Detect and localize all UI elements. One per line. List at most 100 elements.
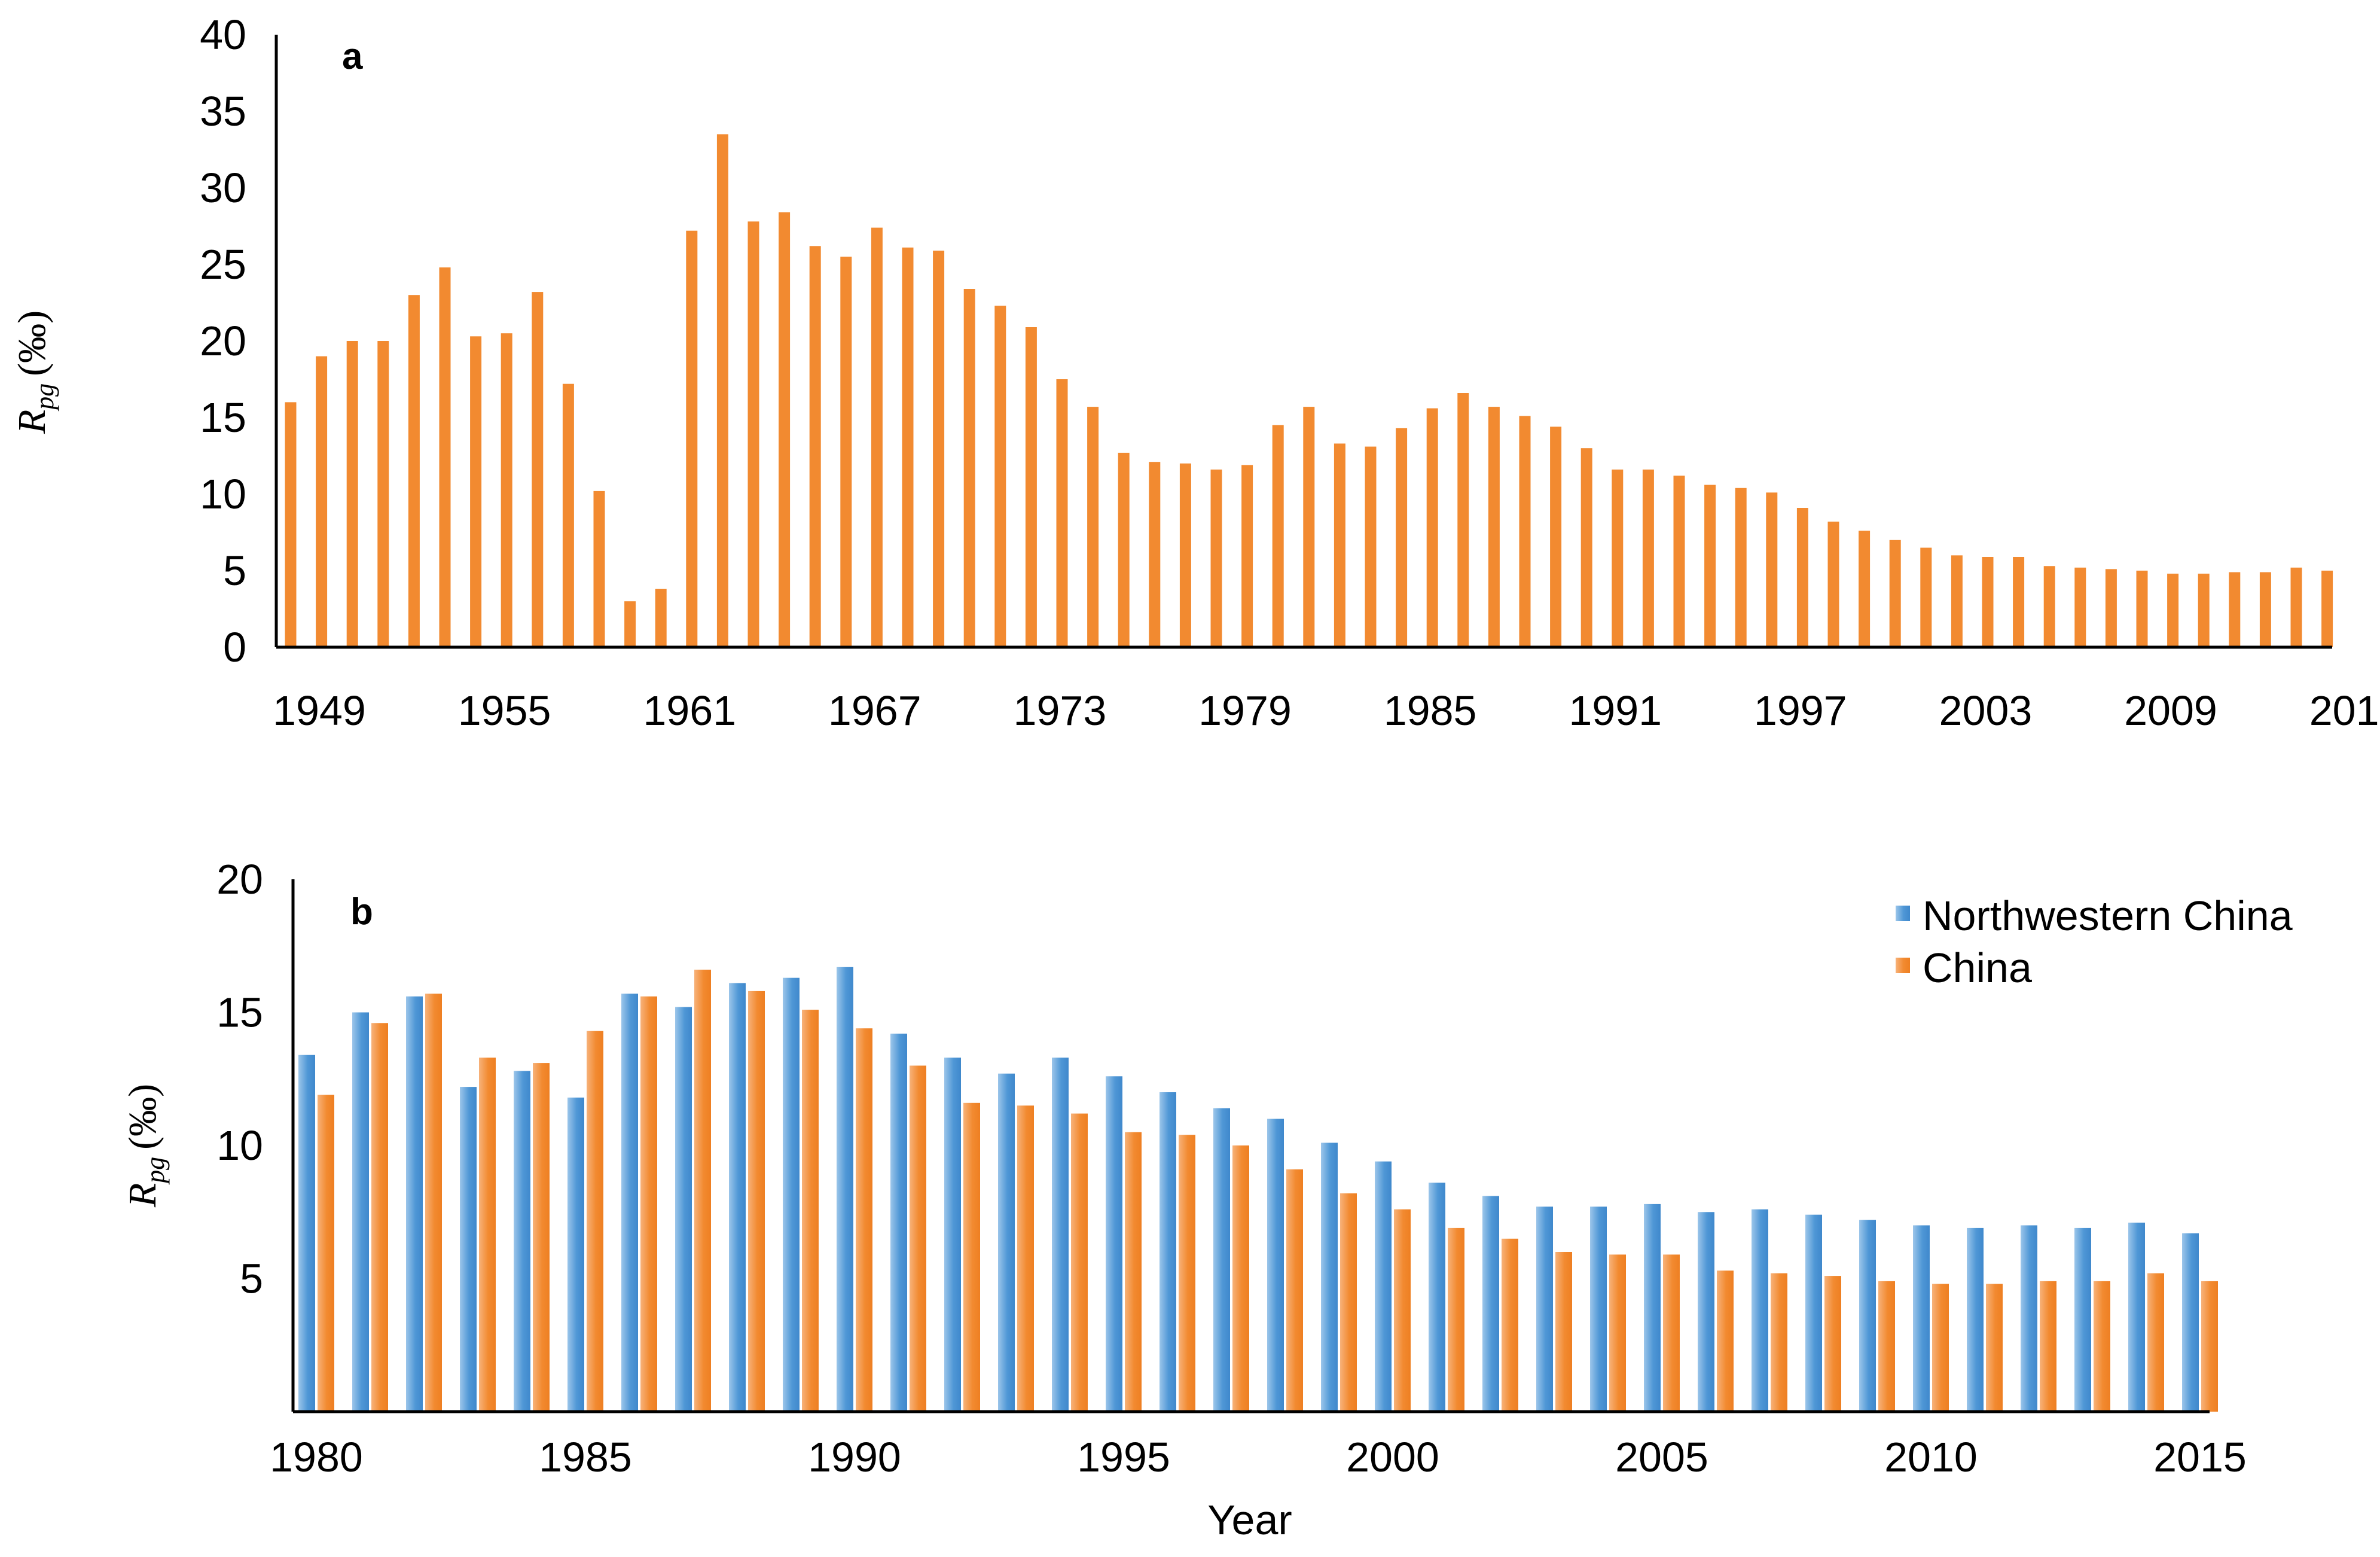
legend-label-northwestern-china: Northwestern China bbox=[1923, 892, 2293, 939]
bar-china-1998 bbox=[1796, 508, 1808, 647]
y-axis-title-sub: pg bbox=[141, 1157, 170, 1185]
bar-china-1949 bbox=[285, 402, 297, 647]
bar-china-1951 bbox=[346, 341, 358, 647]
bar-china-1968 bbox=[871, 227, 883, 648]
x-tick-label: 1995 bbox=[1077, 1434, 1170, 1480]
x-tick-label: 2015 bbox=[2153, 1434, 2247, 1480]
bar-northwestern-china-2000 bbox=[1375, 1161, 1392, 1412]
bar-china-1955 bbox=[470, 336, 482, 647]
bar-china-2015 bbox=[2201, 1281, 2218, 1412]
bar-china-2000 bbox=[1859, 531, 1871, 647]
bar-northwestern-china-2012 bbox=[2021, 1225, 2037, 1412]
x-tick-label: 1980 bbox=[270, 1434, 363, 1480]
x-tick-label: 1985 bbox=[1384, 687, 1477, 734]
bar-china-2015 bbox=[2321, 571, 2333, 647]
bar-northwestern-china-1996 bbox=[1160, 1092, 1176, 1412]
y-tick-label: 20 bbox=[216, 856, 263, 903]
bar-china-1981 bbox=[1272, 425, 1284, 647]
y-tick-label: 15 bbox=[216, 989, 263, 1036]
bars-b bbox=[298, 967, 2218, 1412]
bar-china-1994 bbox=[1673, 476, 1685, 647]
bar-china-1982 bbox=[1303, 407, 1315, 647]
bar-china-1999 bbox=[1340, 1193, 1357, 1412]
x-tick-labels-b: 1980 1985 1990 1995 2000 2005 2010 2015 bbox=[270, 1434, 2247, 1480]
bar-china-1983 bbox=[479, 1058, 496, 1412]
bar-china-2001 bbox=[1448, 1227, 1464, 1412]
bar-northwestern-china-1986 bbox=[621, 994, 638, 1412]
bar-china-1957 bbox=[532, 292, 544, 648]
bar-northwestern-china-2003 bbox=[1536, 1206, 1553, 1412]
y-tick-label: 10 bbox=[216, 1122, 263, 1169]
y-tick-label: 25 bbox=[200, 241, 246, 288]
bar-china-1995 bbox=[1704, 485, 1716, 647]
bar-china-2009 bbox=[2136, 571, 2148, 647]
bar-china-2014 bbox=[2290, 567, 2302, 647]
bar-northwestern-china-2014 bbox=[2128, 1223, 2145, 1412]
bar-china-1960 bbox=[624, 601, 636, 647]
y-axis-title-b: Rpg (‰) bbox=[121, 1084, 170, 1208]
bar-china-1993 bbox=[1017, 1105, 1034, 1412]
bar-china-1982 bbox=[425, 994, 442, 1412]
bar-northwestern-china-1993 bbox=[998, 1073, 1015, 1412]
x-tick-label: 2015 bbox=[2309, 687, 2380, 734]
x-tick-labels-a: 1949 1955 1961 1967 1973 1979 1985 1991 1997 2003… bbox=[273, 687, 2380, 734]
bar-china-2007 bbox=[2074, 567, 2086, 647]
bar-china-1984 bbox=[533, 1063, 550, 1412]
bar-china-1999 bbox=[1827, 522, 1839, 647]
bar-northwestern-china-1995 bbox=[1106, 1076, 1122, 1412]
bar-china-1954 bbox=[439, 267, 451, 648]
x-tick-label: 1997 bbox=[1754, 687, 1847, 734]
bar-china-1990 bbox=[1550, 426, 1562, 647]
x-tick-label: 1991 bbox=[1569, 687, 1662, 734]
bar-china-1969 bbox=[902, 247, 914, 647]
bar-northwestern-china-2002 bbox=[1482, 1196, 1499, 1412]
bar-northwestern-china-2010 bbox=[1913, 1225, 1930, 1412]
bar-china-1988 bbox=[1488, 407, 1500, 647]
x-tick-label: 2010 bbox=[1884, 1434, 1978, 1480]
bar-northwestern-china-1997 bbox=[1213, 1108, 1230, 1412]
x-tick-label: 2009 bbox=[2124, 687, 2217, 734]
y-tick-label: 40 bbox=[200, 11, 246, 58]
bar-china-1963 bbox=[716, 134, 728, 647]
bar-china-2005 bbox=[1663, 1254, 1680, 1412]
bar-china-1989 bbox=[1519, 416, 1531, 647]
bar-china-2007 bbox=[1771, 1273, 1787, 1412]
bar-china-1997 bbox=[1232, 1145, 1249, 1412]
bar-china-1965 bbox=[779, 212, 791, 647]
bar-china-1970 bbox=[933, 251, 945, 647]
bar-china-2010 bbox=[1932, 1284, 1949, 1412]
bar-china-1977 bbox=[1149, 462, 1161, 647]
bar-china-1987 bbox=[694, 970, 711, 1412]
bar-northwestern-china-2005 bbox=[1644, 1203, 1661, 1412]
bar-northwestern-china-1994 bbox=[1052, 1058, 1069, 1412]
bar-china-2008 bbox=[2105, 569, 2117, 647]
bar-china-1953 bbox=[408, 295, 420, 647]
bar-northwestern-china-1980 bbox=[298, 1055, 315, 1412]
bar-china-2012 bbox=[2040, 1281, 2056, 1412]
bar-northwestern-china-1988 bbox=[729, 983, 746, 1412]
bar-northwestern-china-1982 bbox=[406, 996, 423, 1412]
bar-china-1967 bbox=[840, 257, 852, 647]
bar-china-2000 bbox=[1394, 1209, 1411, 1412]
legend-b: Northwestern China China bbox=[1896, 892, 2293, 991]
y-tick-label: 35 bbox=[200, 88, 246, 135]
x-tick-label: 1973 bbox=[1014, 687, 1107, 734]
bar-china-2006 bbox=[2043, 566, 2055, 647]
bar-china-2011 bbox=[1986, 1284, 2003, 1412]
y-axis-title-main: R bbox=[10, 410, 54, 434]
panel-label-a: a bbox=[342, 36, 363, 77]
bar-china-1978 bbox=[1179, 463, 1191, 647]
bar-northwestern-china-2011 bbox=[1967, 1227, 1984, 1412]
x-axis-title-b: Year bbox=[1207, 1497, 1292, 1543]
x-tick-label: 1949 bbox=[273, 687, 366, 734]
bar-china-1998 bbox=[1286, 1169, 1303, 1412]
bar-china-2003 bbox=[1951, 555, 1963, 647]
bar-northwestern-china-1989 bbox=[783, 977, 800, 1412]
bar-northwestern-china-1991 bbox=[890, 1034, 907, 1412]
bar-northwestern-china-2006 bbox=[1698, 1212, 1714, 1412]
y-tick-label: 15 bbox=[200, 394, 246, 441]
bar-northwestern-china-2004 bbox=[1590, 1206, 1607, 1412]
bar-china-2005 bbox=[2013, 557, 2025, 647]
bar-china-1994 bbox=[1071, 1113, 1088, 1412]
